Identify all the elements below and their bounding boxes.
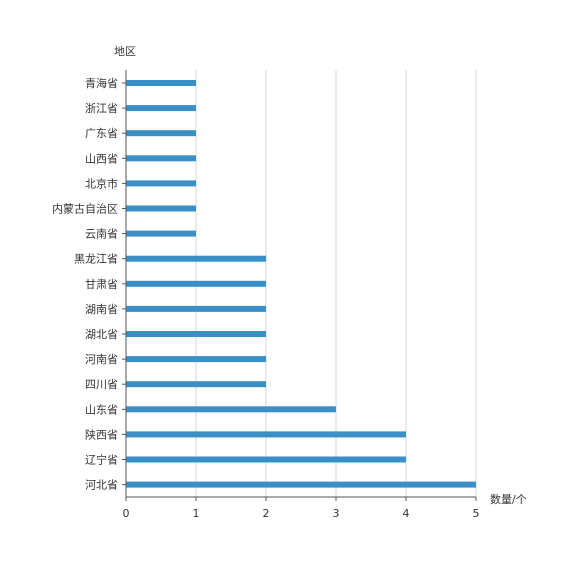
bar bbox=[126, 280, 266, 287]
y-tick-label: 广东省 bbox=[85, 127, 118, 140]
y-tick-label: 辽宁省 bbox=[85, 453, 118, 467]
y-tick-label: 甘肃省 bbox=[85, 278, 118, 291]
bar bbox=[126, 130, 196, 137]
x-tick-label: 1 bbox=[193, 507, 200, 520]
y-tick-label: 内蒙古自治区 bbox=[52, 202, 118, 216]
x-tick-label: 5 bbox=[473, 507, 480, 520]
y-tick-label: 山东省 bbox=[85, 403, 118, 416]
x-tick-labels: 0 1 2 3 4 5 bbox=[123, 497, 480, 520]
y-tick-label: 浙江省 bbox=[85, 102, 118, 115]
bar bbox=[126, 456, 406, 463]
y-tick-label: 青海省 bbox=[85, 76, 118, 90]
y-tick-labels: 青海省浙江省广东省山西省北京市内蒙古自治区云南省黑龙江省甘肃省湖南省湖北省河南省… bbox=[52, 76, 126, 492]
bar bbox=[126, 105, 196, 112]
bar bbox=[126, 431, 406, 438]
bar bbox=[126, 80, 196, 86]
bar bbox=[126, 230, 196, 237]
x-tick-label: 0 bbox=[123, 507, 130, 520]
y-tick-label: 湖南省 bbox=[85, 303, 118, 316]
y-axis-title: 地区 bbox=[114, 45, 136, 58]
bar bbox=[126, 205, 196, 212]
y-tick-label: 四川省 bbox=[85, 378, 118, 391]
bar bbox=[126, 155, 196, 162]
bars bbox=[126, 80, 476, 488]
x-tick-label: 3 bbox=[333, 507, 340, 520]
y-tick-label: 黑龙江省 bbox=[74, 253, 118, 266]
bar bbox=[126, 331, 266, 337]
y-tick-label: 云南省 bbox=[85, 228, 118, 241]
x-tick-label: 4 bbox=[403, 507, 410, 520]
y-tick-label: 湖北省 bbox=[85, 328, 118, 341]
y-tick-label: 北京市 bbox=[85, 176, 118, 190]
bar bbox=[126, 305, 266, 312]
bar bbox=[126, 356, 266, 363]
bar bbox=[126, 381, 266, 388]
bar bbox=[126, 255, 266, 262]
y-tick-label: 河北省 bbox=[85, 479, 118, 492]
bar bbox=[126, 406, 336, 413]
bar bbox=[126, 180, 196, 187]
y-tick-label: 陕西省 bbox=[85, 427, 118, 441]
y-tick-label: 河南省 bbox=[85, 353, 118, 366]
x-axis-title: 数量/个 bbox=[490, 493, 527, 506]
y-tick-label: 山西省 bbox=[85, 152, 118, 165]
bar bbox=[126, 481, 476, 488]
grid-lines bbox=[195, 70, 477, 497]
x-tick-label: 2 bbox=[263, 507, 270, 520]
